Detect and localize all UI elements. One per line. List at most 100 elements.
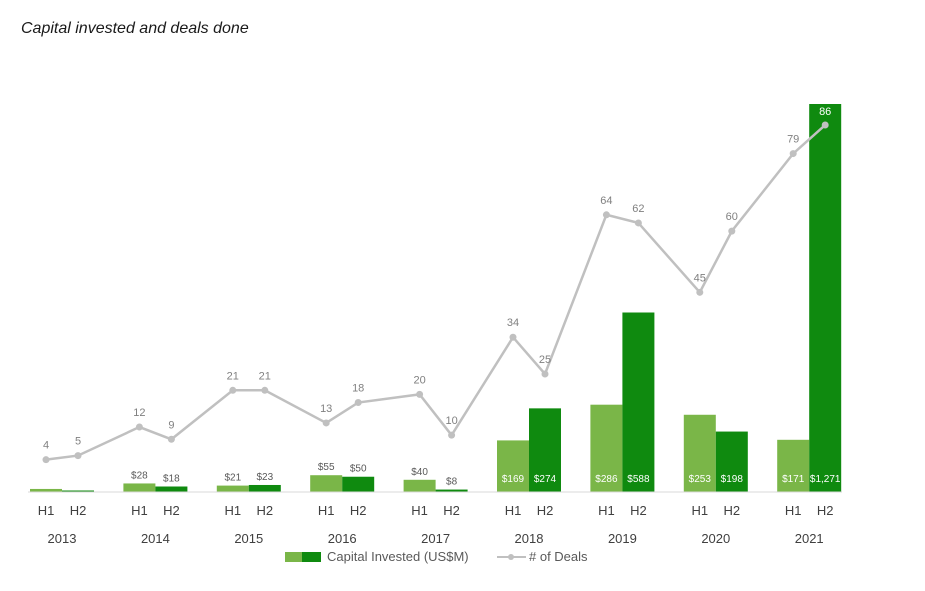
- bar-h2-2021: [809, 104, 842, 492]
- bar-label-h1-2021: $171: [782, 474, 805, 485]
- year-label-2018: 2018: [515, 531, 544, 546]
- deals-label-15: 60: [726, 211, 738, 223]
- legend-capital-label: Capital Invested (US$M): [327, 549, 469, 564]
- bar-label-h2-2016: $50: [350, 464, 367, 475]
- deals-label-4: 21: [227, 370, 239, 382]
- legend-line-dot: [508, 554, 514, 560]
- deals-label-10: 34: [507, 317, 519, 329]
- tick-h1-2020: H1: [691, 503, 708, 518]
- bar-h1-2018: [497, 440, 529, 492]
- bar-label-h1-2019: $286: [595, 474, 618, 485]
- bar-label-h2-2015: $23: [256, 472, 273, 483]
- deals-point-0: [42, 456, 50, 464]
- bar-label-h2-2021: $1,271: [810, 474, 841, 485]
- deals-label-12: 64: [600, 195, 612, 207]
- deals-label-7: 18: [352, 383, 364, 395]
- bar-label-h2-2014: $18: [163, 474, 180, 485]
- tick-h2-2017: H2: [443, 503, 460, 518]
- deals-label-3: 9: [168, 419, 174, 431]
- bar-label-h1-2015: $21: [224, 473, 241, 484]
- bar-label-h2-2017: $8: [446, 477, 458, 488]
- deals-label-5: 21: [259, 370, 271, 382]
- year-label-2013: 2013: [48, 531, 77, 546]
- deals-label-13: 62: [632, 203, 644, 215]
- tick-h2-2016: H2: [350, 503, 367, 518]
- year-label-2021: 2021: [795, 531, 824, 546]
- bar-h1-2017: [403, 479, 436, 492]
- deals-point-7: [354, 399, 362, 407]
- deals-point-13: [634, 219, 642, 227]
- deals-label-8: 20: [413, 374, 425, 386]
- bar-h1-2015: [216, 485, 249, 492]
- year-label-2019: 2019: [608, 531, 637, 546]
- legend-swatch-h1: [285, 552, 302, 562]
- deals-point-17: [821, 121, 829, 129]
- year-label-2017: 2017: [421, 531, 450, 546]
- tick-h2-2020: H2: [723, 503, 740, 518]
- deals-point-4: [229, 386, 237, 394]
- tick-h1-2021: H1: [785, 503, 802, 518]
- tick-h1-2015: H1: [224, 503, 241, 518]
- deals-label-6: 13: [320, 403, 332, 415]
- deals-point-15: [728, 227, 736, 235]
- bar-h1-2019: [590, 404, 623, 492]
- tick-h1-2014: H1: [131, 503, 148, 518]
- bar-label-h1-2014: $28: [131, 470, 148, 481]
- bar-label-h1-2020: $253: [689, 474, 712, 485]
- deals-point-5: [261, 386, 269, 394]
- deals-point-9: [448, 431, 456, 439]
- tick-h1-2018: H1: [505, 503, 522, 518]
- bar-h2-2017: [435, 489, 468, 492]
- deals-point-6: [322, 419, 330, 427]
- bar-h2-2020: [715, 431, 748, 492]
- tick-h2-2015: H2: [256, 503, 273, 518]
- tick-h1-2013: H1: [38, 503, 55, 518]
- deals-point-8: [416, 390, 424, 398]
- deals-label-9: 10: [445, 415, 457, 427]
- deals-point-14: [696, 288, 704, 296]
- tick-h1-2019: H1: [598, 503, 615, 518]
- tick-h1-2017: H1: [411, 503, 428, 518]
- deals-point-1: [74, 452, 82, 460]
- bar-h2-2019: [622, 312, 655, 492]
- bar-h2-2018: [529, 408, 561, 492]
- year-label-2014: 2014: [141, 531, 170, 546]
- chart-title: Capital invested and deals done: [21, 20, 249, 37]
- deals-point-12: [602, 211, 610, 219]
- legend-deals-label: # of Deals: [529, 549, 588, 564]
- deals-line: [45, 124, 827, 461]
- tick-h1-2016: H1: [318, 503, 335, 518]
- deals-label-17: 86: [819, 106, 831, 118]
- bar-label-h2-2020: $198: [721, 474, 744, 485]
- tick-h2-2021: H2: [817, 503, 834, 518]
- year-label-2016: 2016: [328, 531, 357, 546]
- bar-label-h1-2018: $169: [502, 474, 525, 485]
- deals-label-16: 79: [787, 134, 799, 146]
- deals-label-14: 45: [694, 272, 706, 284]
- bar-h1-2013: [30, 488, 62, 492]
- deals-point-3: [167, 435, 175, 443]
- tick-h2-2013: H2: [70, 503, 87, 518]
- bar-label-h2-2019: $588: [627, 474, 650, 485]
- bar-h2-2014: [155, 486, 188, 492]
- bar-h1-2021: [777, 439, 810, 492]
- legend-swatch-h2: [302, 552, 321, 562]
- bar-h1-2016: [310, 475, 343, 492]
- deals-point-10: [509, 333, 517, 341]
- year-label-2020: 2020: [701, 531, 730, 546]
- tick-h2-2019: H2: [630, 503, 647, 518]
- deals-point-11: [541, 370, 549, 378]
- deals-point-16: [789, 150, 797, 158]
- bar-label-h1-2016: $55: [318, 462, 335, 473]
- bar-h2-2015: [248, 484, 281, 492]
- bar-h2-2016: [342, 476, 375, 492]
- year-label-2015: 2015: [234, 531, 263, 546]
- bar-h2-2013: [62, 490, 94, 492]
- tick-h2-2018: H2: [537, 503, 554, 518]
- deals-label-0: 4: [43, 440, 49, 452]
- deals-label-2: 12: [133, 407, 145, 419]
- deals-label-11: 25: [539, 354, 551, 366]
- bar-h1-2014: [123, 483, 156, 492]
- bar-h1-2020: [683, 414, 716, 492]
